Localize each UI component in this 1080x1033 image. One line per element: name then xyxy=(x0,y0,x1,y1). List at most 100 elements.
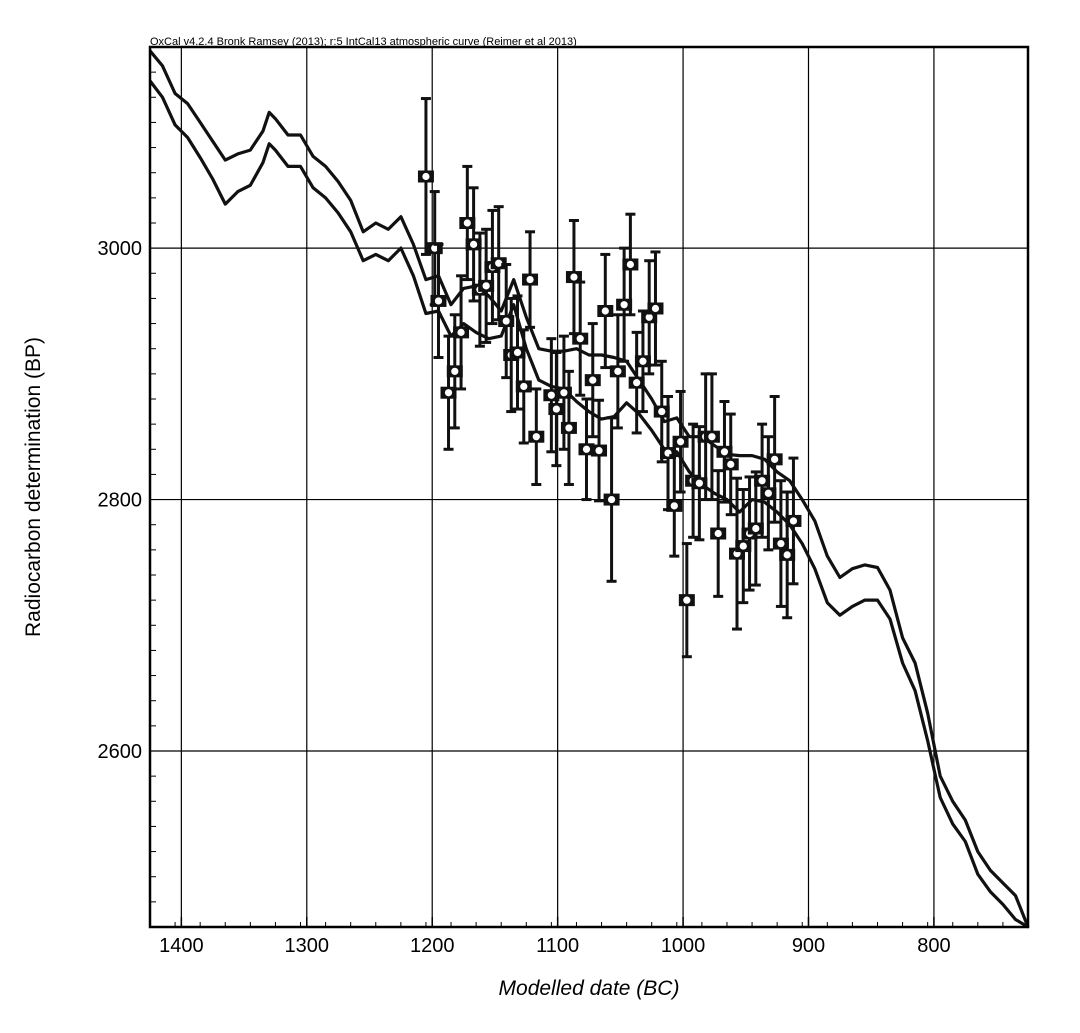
point-marker xyxy=(576,335,584,343)
calibration-curve xyxy=(148,49,1030,929)
data-point xyxy=(591,398,608,503)
y-axis-title: Radiocarbon determination (BP) xyxy=(22,337,45,637)
grid xyxy=(150,47,1028,927)
data-point xyxy=(772,479,789,608)
point-marker xyxy=(565,424,573,432)
point-marker xyxy=(552,405,560,413)
point-marker xyxy=(589,376,597,384)
data-point xyxy=(785,456,802,586)
data-point xyxy=(754,422,771,539)
point-marker xyxy=(463,219,471,227)
data-point xyxy=(747,470,764,587)
data-point xyxy=(522,230,539,329)
data-point xyxy=(779,490,796,620)
data-point xyxy=(647,250,664,367)
data-point xyxy=(609,313,626,430)
point-marker xyxy=(532,433,540,441)
data-point xyxy=(528,387,545,486)
point-marker xyxy=(457,328,465,336)
data-point xyxy=(641,259,658,376)
x-tick-label: 900 xyxy=(792,935,825,957)
point-marker xyxy=(695,479,703,487)
point-marker xyxy=(645,313,653,321)
data-point xyxy=(426,190,443,307)
data-point xyxy=(490,205,507,322)
point-marker xyxy=(739,542,747,550)
x-tick-label: 1300 xyxy=(285,935,330,957)
data-point xyxy=(622,212,639,317)
point-marker xyxy=(789,517,798,525)
point-marker xyxy=(777,539,785,548)
data-point xyxy=(584,322,601,439)
data-point xyxy=(417,97,434,256)
data-point xyxy=(572,280,589,397)
point-marker xyxy=(547,391,555,399)
data-point xyxy=(722,412,739,517)
data-point xyxy=(603,416,620,583)
point-marker xyxy=(727,460,735,468)
curve-upper-line xyxy=(148,49,1030,928)
x-tick-label: 1000 xyxy=(661,935,706,957)
point-marker xyxy=(614,367,622,375)
point-marker xyxy=(470,240,478,248)
point-marker xyxy=(720,448,729,456)
y-tick-label: 3000 xyxy=(98,238,143,260)
point-marker xyxy=(482,282,490,290)
data-point xyxy=(703,372,720,502)
data-point xyxy=(459,164,476,282)
point-marker xyxy=(651,304,660,313)
point-marker xyxy=(639,357,647,365)
point-marker xyxy=(633,379,641,387)
point-marker xyxy=(783,551,791,559)
data-point xyxy=(735,488,752,605)
data-point xyxy=(678,542,695,659)
point-marker xyxy=(771,455,779,463)
point-marker xyxy=(444,389,453,397)
y-tick-label: 2600 xyxy=(98,741,143,763)
data-point xyxy=(672,389,689,494)
point-marker xyxy=(520,382,528,391)
x-tick-label: 800 xyxy=(917,935,950,957)
point-marker xyxy=(595,446,603,455)
point-marker xyxy=(620,301,628,309)
point-marker xyxy=(764,489,772,497)
data-point xyxy=(543,337,560,454)
data-point xyxy=(716,400,733,504)
data-point xyxy=(453,274,470,391)
data-point xyxy=(465,186,482,303)
data-point xyxy=(515,328,532,445)
point-marker xyxy=(431,244,439,252)
point-marker xyxy=(451,367,459,375)
point-marker xyxy=(670,502,678,510)
point-marker xyxy=(752,524,760,533)
point-marker xyxy=(658,407,666,416)
point-marker xyxy=(601,307,609,315)
x-axis-title: Modelled date (BC) xyxy=(499,977,680,1000)
plot-frame xyxy=(148,45,1030,929)
point-marker xyxy=(714,529,722,538)
data-point xyxy=(548,350,565,468)
data-point xyxy=(478,227,495,344)
data-point xyxy=(628,330,645,435)
data-point xyxy=(691,425,708,542)
x-tick-label: 1400 xyxy=(159,935,204,957)
point-marker xyxy=(708,433,716,441)
point-marker xyxy=(513,348,522,357)
y-tick-label: 2800 xyxy=(98,490,143,512)
data-point xyxy=(440,334,457,451)
point-marker xyxy=(570,273,578,281)
x-axis-ticks: 1400 1300 1200 1100 1000 900 800 xyxy=(149,917,1029,957)
x-tick-label: 1100 xyxy=(536,935,579,957)
data-point xyxy=(578,397,595,502)
point-marker xyxy=(683,596,691,604)
data-point xyxy=(560,369,577,486)
point-marker xyxy=(434,297,443,305)
data-point xyxy=(597,252,614,370)
data-points xyxy=(417,97,802,659)
data-point xyxy=(666,454,683,558)
point-marker xyxy=(526,275,534,284)
point-marker xyxy=(758,477,766,485)
data-point xyxy=(653,359,670,464)
point-marker xyxy=(626,260,634,269)
